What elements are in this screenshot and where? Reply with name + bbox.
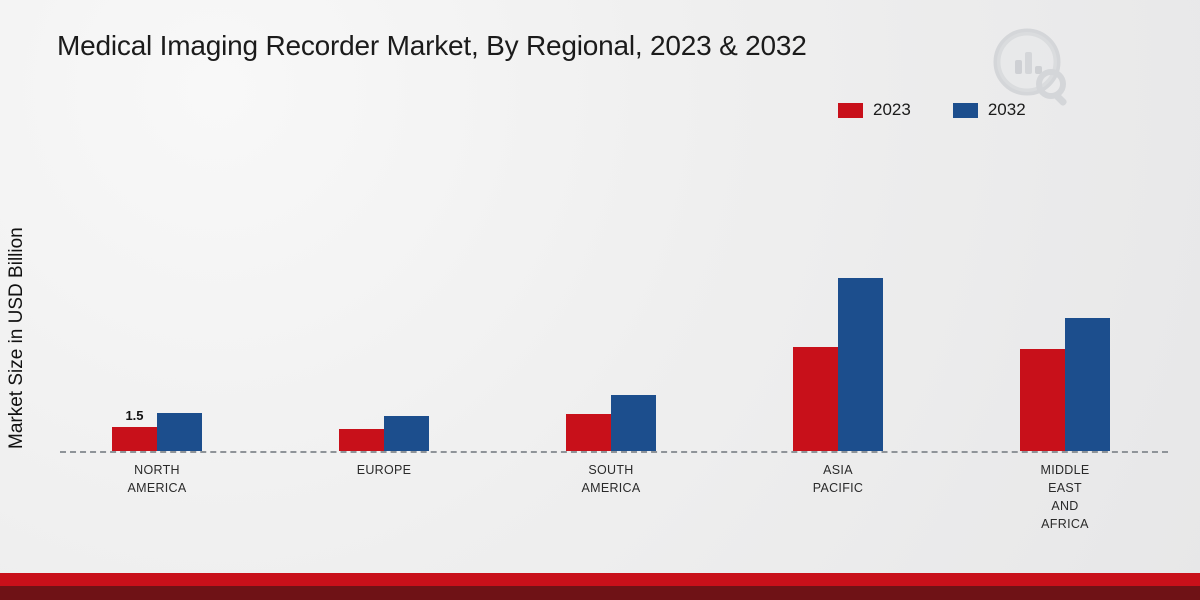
legend-label-2032: 2032 <box>987 100 1026 119</box>
bar-2023-region-4 <box>1020 348 1065 451</box>
bar-2023-region-0 <box>112 427 157 451</box>
footer-accent-bar <box>0 573 1200 586</box>
bar-2032-region-3 <box>838 278 883 451</box>
legend-item-2023: 2023 <box>838 100 911 120</box>
x-tick-label-region-3: ASIA PACIFIC <box>812 463 864 495</box>
legend-label-2023: 2023 <box>873 100 911 119</box>
bar-2032-region-1 <box>384 415 429 451</box>
bar-2032-region-4 <box>1065 318 1110 451</box>
bar-2032-region-0 <box>157 412 202 451</box>
chart-title: Medical Imaging Recorder Market, By Regi… <box>57 30 807 61</box>
bar-2023-region-2 <box>566 414 611 451</box>
x-tick-label-region-1: EUROPE <box>356 463 412 477</box>
bar-2023-region-3 <box>793 347 838 451</box>
x-tick-label-region-4: MIDDLE EAST AND AFRICA <box>1040 463 1090 531</box>
bar-2023-region-1 <box>339 429 384 451</box>
legend-swatch-2023 <box>838 102 863 118</box>
bar-2032-region-2 <box>611 395 656 451</box>
bar-value-label: 1.5 <box>125 408 144 423</box>
x-tick-label-region-0: NORTH AMERICA <box>127 463 187 495</box>
brand-logo-icon <box>985 22 1077 119</box>
x-tick-label-region-2: SOUTH AMERICA <box>581 463 641 495</box>
legend-item-2032: 2032 <box>952 100 1026 120</box>
x-axis-baseline <box>60 451 1168 453</box>
legend-swatch-2032 <box>952 102 978 118</box>
legend: 2023 2032 <box>838 100 1026 120</box>
footer-dark-bar <box>0 586 1200 600</box>
